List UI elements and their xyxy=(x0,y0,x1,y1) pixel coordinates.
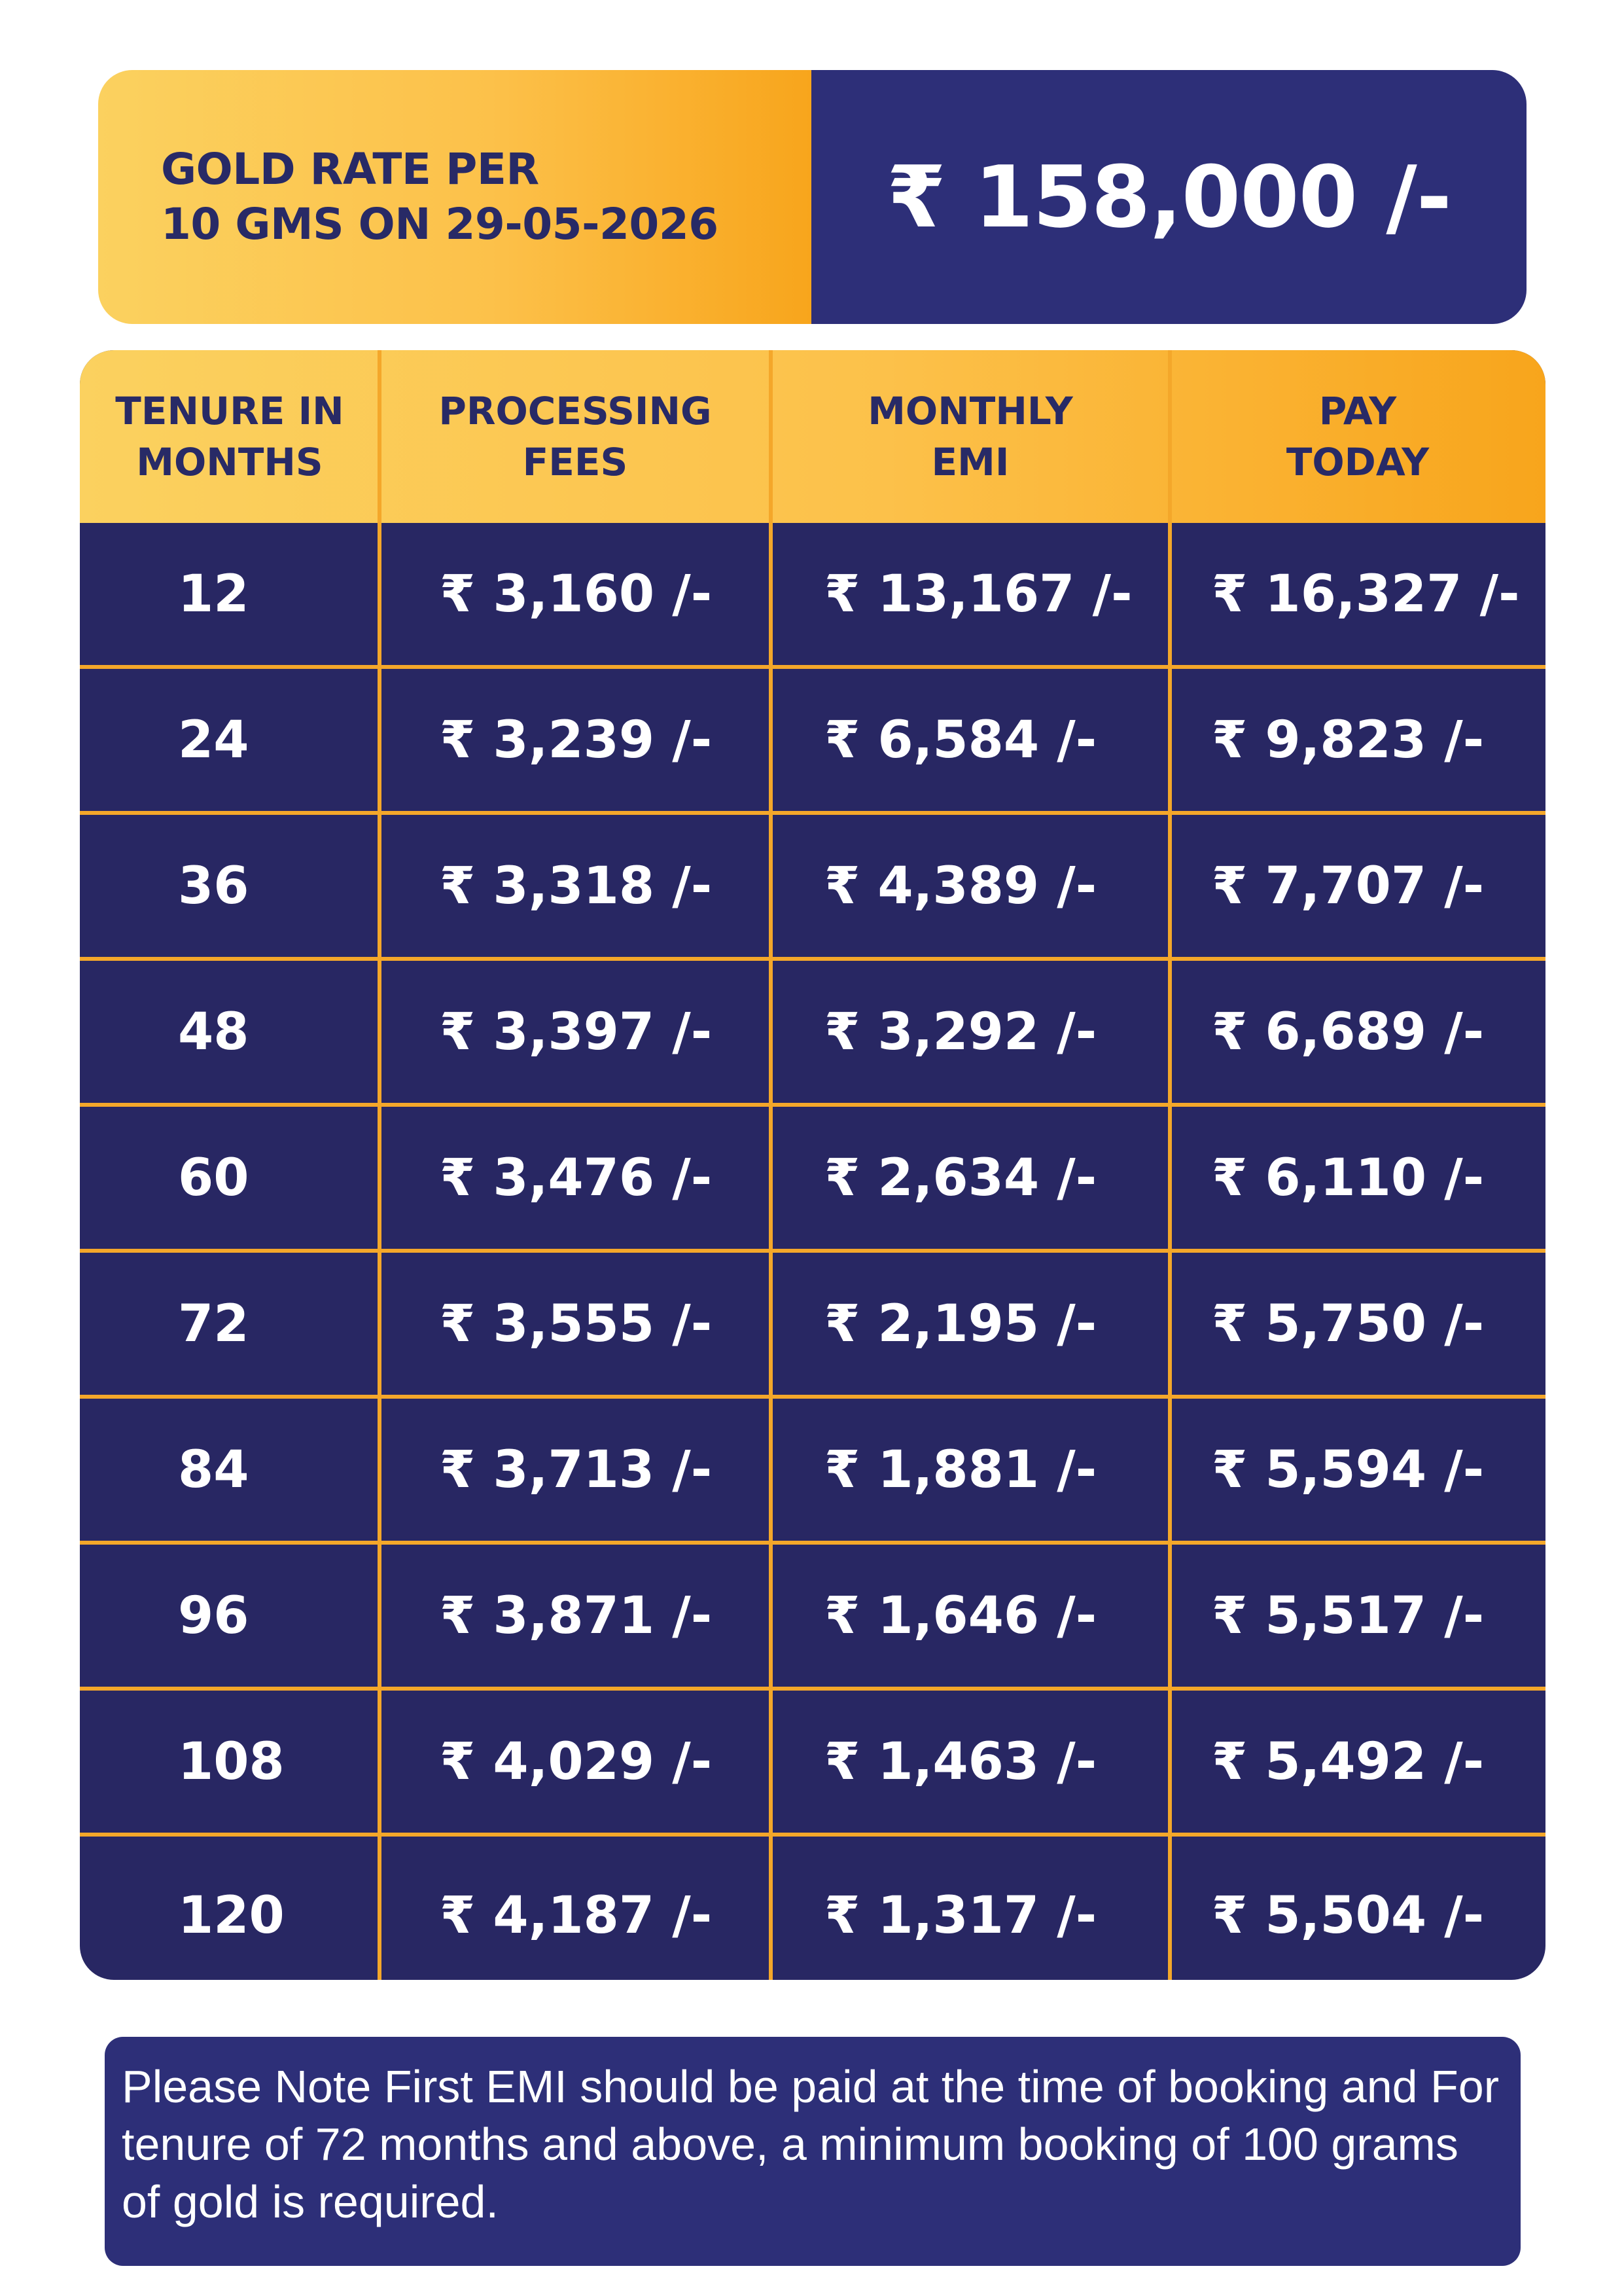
cell-monthly-emi: ₹ 6,584 /- xyxy=(824,710,1097,770)
table-row: 12 ₹ 3,160 /- ₹ 13,167 /- ₹ 16,327 /- xyxy=(80,523,1545,669)
header-monthly-emi: MONTHLY EMI xyxy=(868,389,1073,484)
cell-pay-today: ₹ 16,327 /- xyxy=(1212,564,1520,624)
cell-processing-fees: ₹ 3,555 /- xyxy=(440,1294,713,1354)
table-body: 12 ₹ 3,160 /- ₹ 13,167 /- ₹ 16,327 /- 24… xyxy=(80,523,1545,1980)
table-row: 108 ₹ 4,029 /- ₹ 1,463 /- ₹ 5,492 /- xyxy=(80,1691,1545,1837)
cell-pay-today: ₹ 6,689 /- xyxy=(1212,1002,1485,1062)
header-pay-today: PAY TODAY xyxy=(1286,389,1430,484)
column-divider xyxy=(1168,350,1172,1980)
table-row: 72 ₹ 3,555 /- ₹ 2,195 /- ₹ 5,750 /- xyxy=(80,1253,1545,1399)
cell-pay-today: ₹ 5,750 /- xyxy=(1212,1294,1485,1354)
cell-processing-fees: ₹ 3,160 /- xyxy=(440,564,713,624)
table-header: TENURE IN MONTHS PROCESSING FEES MONTHLY… xyxy=(80,350,1545,523)
cell-monthly-emi: ₹ 4,389 /- xyxy=(824,856,1097,916)
cell-processing-fees: ₹ 4,187 /- xyxy=(440,1886,713,1945)
cell-pay-today: ₹ 5,504 /- xyxy=(1212,1886,1485,1945)
table-row: 120 ₹ 4,187 /- ₹ 1,317 /- ₹ 5,504 /- xyxy=(80,1837,1545,1980)
gold-rate-label-line1: GOLD RATE PER xyxy=(161,144,539,194)
cell-processing-fees: ₹ 3,713 /- xyxy=(440,1440,713,1499)
cell-monthly-emi: ₹ 3,292 /- xyxy=(824,1002,1097,1062)
table-row: 36 ₹ 3,318 /- ₹ 4,389 /- ₹ 7,707 /- xyxy=(80,815,1545,961)
gold-rate-label-panel: GOLD RATE PER 10 GMS ON 29-05-2026 xyxy=(98,70,811,324)
cell-monthly-emi: ₹ 2,634 /- xyxy=(824,1148,1097,1208)
cell-pay-today: ₹ 6,110 /- xyxy=(1212,1148,1485,1208)
cell-monthly-emi: ₹ 1,463 /- xyxy=(824,1732,1097,1791)
cell-tenure: 60 xyxy=(178,1148,249,1208)
cell-tenure: 72 xyxy=(178,1294,249,1354)
cell-pay-today: ₹ 9,823 /- xyxy=(1212,710,1485,770)
cell-tenure: 120 xyxy=(178,1886,285,1945)
cell-processing-fees: ₹ 3,397 /- xyxy=(440,1002,713,1062)
cell-tenure: 36 xyxy=(178,856,249,916)
gold-rate-label: GOLD RATE PER 10 GMS ON 29-05-2026 xyxy=(161,142,718,252)
table-row: 84 ₹ 3,713 /- ₹ 1,881 /- ₹ 5,594 /- xyxy=(80,1399,1545,1545)
cell-monthly-emi: ₹ 1,881 /- xyxy=(824,1440,1097,1499)
column-divider xyxy=(769,350,773,1980)
cell-tenure: 48 xyxy=(178,1002,249,1062)
cell-processing-fees: ₹ 4,029 /- xyxy=(440,1732,713,1791)
table-row: 24 ₹ 3,239 /- ₹ 6,584 /- ₹ 9,823 /- xyxy=(80,669,1545,815)
cell-processing-fees: ₹ 3,476 /- xyxy=(440,1148,713,1208)
cell-pay-today: ₹ 5,594 /- xyxy=(1212,1440,1485,1499)
cell-tenure: 108 xyxy=(178,1732,285,1791)
table-row: 60 ₹ 3,476 /- ₹ 2,634 /- ₹ 6,110 /- xyxy=(80,1107,1545,1253)
gold-rate-value-panel: ₹ 158,000 /- xyxy=(811,70,1527,324)
cell-tenure: 96 xyxy=(178,1586,249,1645)
cell-processing-fees: ₹ 3,239 /- xyxy=(440,710,713,770)
header-processing-fees: PROCESSING FEES xyxy=(438,389,712,484)
cell-pay-today: ₹ 7,707 /- xyxy=(1212,856,1485,916)
cell-tenure: 84 xyxy=(178,1440,249,1499)
cell-monthly-emi: ₹ 1,646 /- xyxy=(824,1586,1097,1645)
cell-tenure: 12 xyxy=(178,564,249,624)
cell-pay-today: ₹ 5,517 /- xyxy=(1212,1586,1485,1645)
booking-note: Please Note First EMI should be paid at … xyxy=(105,2037,1521,2266)
gold-rate-label-line2: 10 GMS ON 29-05-2026 xyxy=(161,199,718,249)
cell-tenure: 24 xyxy=(178,710,249,770)
cell-monthly-emi: ₹ 2,195 /- xyxy=(824,1294,1097,1354)
booking-note-text: Please Note First EMI should be paid at … xyxy=(122,2061,1500,2227)
gold-rate-value: ₹ 158,000 /- xyxy=(887,147,1452,247)
cell-monthly-emi: ₹ 1,317 /- xyxy=(824,1886,1097,1945)
cell-processing-fees: ₹ 3,318 /- xyxy=(440,856,713,916)
table-row: 48 ₹ 3,397 /- ₹ 3,292 /- ₹ 6,689 /- xyxy=(80,961,1545,1107)
cell-pay-today: ₹ 5,492 /- xyxy=(1212,1732,1485,1791)
gold-rate-banner: GOLD RATE PER 10 GMS ON 29-05-2026 ₹ 158… xyxy=(98,70,1527,324)
emi-table: TENURE IN MONTHS PROCESSING FEES MONTHLY… xyxy=(80,350,1545,1980)
cell-processing-fees: ₹ 3,871 /- xyxy=(440,1586,713,1645)
column-divider xyxy=(378,350,381,1980)
cell-monthly-emi: ₹ 13,167 /- xyxy=(824,564,1133,624)
table-row: 96 ₹ 3,871 /- ₹ 1,646 /- ₹ 5,517 /- xyxy=(80,1545,1545,1691)
header-tenure: TENURE IN MONTHS xyxy=(115,389,344,484)
